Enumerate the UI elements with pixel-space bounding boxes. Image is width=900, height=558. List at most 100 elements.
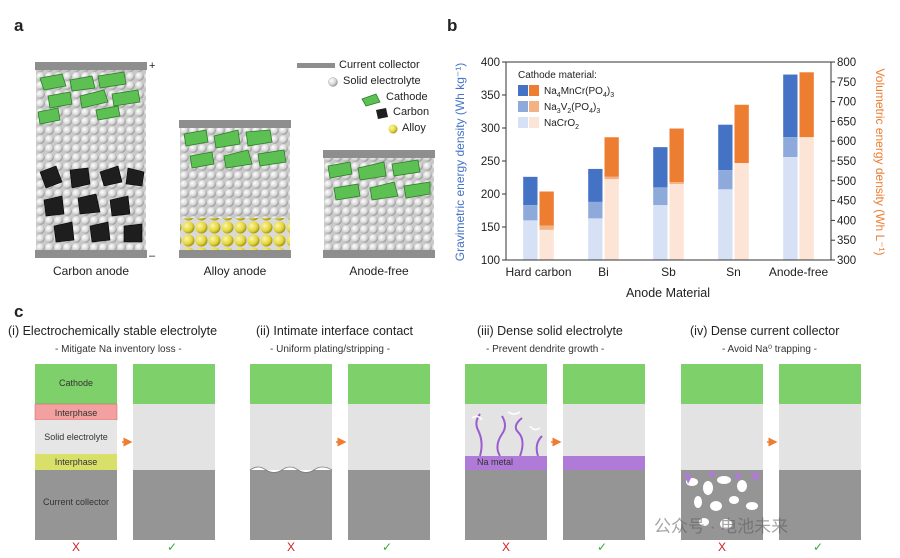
bar-grav-2-2 bbox=[653, 187, 668, 206]
bar-grav-2-0 bbox=[523, 205, 538, 221]
left-tick-label: 350 bbox=[481, 90, 500, 102]
bar-grav-2-3 bbox=[718, 170, 733, 190]
left-axis-label: Gravimetric energy density (Wh kg⁻¹) bbox=[453, 63, 467, 261]
section-4-title: (iv) Dense current collector bbox=[690, 324, 840, 338]
yellow-sphere-icon bbox=[388, 124, 398, 134]
section-3-subtitle: - Prevent dendrite growth - bbox=[486, 344, 605, 355]
section-2-title: (ii) Intimate interface contact bbox=[256, 324, 414, 338]
watermark: 公众号 · 电池未来 bbox=[654, 517, 789, 536]
section-3-good-cell bbox=[563, 364, 645, 540]
bar-grav-3-0 bbox=[523, 220, 538, 260]
section-1-good-cell bbox=[133, 364, 215, 540]
bad-mark-3: X bbox=[502, 540, 511, 554]
gray-bar-icon bbox=[297, 63, 335, 68]
carbon-anode-cell bbox=[35, 62, 147, 258]
bar-vol-3-1 bbox=[604, 179, 619, 260]
good-mark-1: ✓ bbox=[167, 540, 178, 554]
current-collector-label: Current collector bbox=[42, 497, 110, 507]
void-gaps bbox=[249, 466, 333, 473]
cathode-flakes bbox=[37, 71, 141, 125]
right-tick-label: 800 bbox=[837, 57, 856, 69]
category-label-4: Anode-free bbox=[769, 265, 829, 279]
plus-terminal-label: + bbox=[149, 60, 156, 72]
bar-vol-2-0 bbox=[539, 225, 554, 230]
porous-collector bbox=[686, 476, 758, 529]
bar-grav-3-2 bbox=[653, 205, 668, 260]
white-sphere-icon bbox=[328, 77, 338, 87]
anode-free-cell bbox=[323, 150, 435, 258]
bar-vol-1-1 bbox=[604, 137, 619, 177]
alloy-anode-cell bbox=[179, 120, 291, 258]
section-1-bad-cell bbox=[34, 364, 118, 540]
chart-bars bbox=[523, 72, 814, 260]
legend-swatch-grav-2 bbox=[518, 101, 528, 112]
bar-vol-1-0 bbox=[539, 191, 554, 226]
bar-grav-2-1 bbox=[588, 201, 603, 219]
left-tick-label: 400 bbox=[481, 57, 500, 69]
carbon-particles bbox=[39, 165, 145, 243]
right-tick-label: 750 bbox=[837, 77, 856, 89]
anode-current-collector bbox=[35, 250, 147, 258]
alloy-anode-label: Alloy anode bbox=[203, 264, 267, 278]
category-label-0: Hard carbon bbox=[505, 265, 571, 279]
section-4-good-cell bbox=[779, 364, 861, 540]
legend-cathode: Cathode bbox=[386, 91, 428, 103]
right-axis-ticks: 300 350 400 450 500 550 600 650 700 750 800 bbox=[831, 57, 856, 267]
good-mark-4: ✓ bbox=[813, 540, 824, 554]
black-particle-icon bbox=[376, 108, 388, 119]
interphase-bottom-label: Interphase bbox=[54, 457, 98, 467]
dendrites bbox=[475, 413, 543, 457]
bad-mark-4: X bbox=[718, 540, 727, 554]
left-tick-label: 250 bbox=[481, 156, 500, 168]
panel-b-letter: b bbox=[447, 16, 458, 35]
bar-grav-1-0 bbox=[523, 176, 538, 206]
bar-vol-3-4 bbox=[799, 137, 814, 260]
category-label-2: Sb bbox=[661, 265, 676, 279]
left-tick-label: 200 bbox=[481, 189, 500, 201]
bar-vol-3-3 bbox=[734, 162, 749, 260]
bar-vol-2-1 bbox=[604, 176, 619, 180]
legend-na3v2: Na3V2(PO4)3 bbox=[544, 102, 600, 115]
interphase-top-label: Interphase bbox=[54, 408, 98, 418]
cathode-current-collector bbox=[35, 62, 147, 70]
right-tick-label: 400 bbox=[837, 215, 856, 227]
bar-vol-1-2 bbox=[669, 128, 684, 182]
legend-swatch-vol-1 bbox=[529, 85, 539, 96]
left-tick-label: 300 bbox=[481, 123, 500, 135]
bar-grav-1-1 bbox=[588, 168, 603, 202]
section-2-good-cell bbox=[348, 364, 430, 540]
x-axis-label: Anode Material bbox=[626, 286, 710, 300]
right-tick-label: 350 bbox=[837, 235, 856, 247]
right-tick-label: 300 bbox=[837, 255, 856, 267]
alloy-layer bbox=[180, 218, 290, 250]
bar-grav-3-3 bbox=[718, 189, 733, 260]
bar-vol-1-3 bbox=[734, 104, 749, 163]
section-1-title: (i) Electrochemically stable electrolyte bbox=[8, 324, 218, 338]
legend-swatch-vol-3 bbox=[529, 117, 539, 128]
legend-nacro2: NaCrO2 bbox=[544, 118, 579, 131]
section-2-subtitle: - Uniform plating/stripping - bbox=[270, 344, 391, 355]
legend-solid-electrolyte: Solid electrolyte bbox=[343, 75, 421, 87]
anode-free-label: Anode-free bbox=[349, 264, 409, 278]
left-tick-label: 100 bbox=[481, 255, 500, 267]
bar-grav-1-3 bbox=[718, 124, 733, 171]
chart-legend: Cathode material: Na4MnCr(PO4)3 Na3V2(PO… bbox=[518, 70, 614, 131]
bar-grav-3-4 bbox=[783, 157, 798, 260]
bar-vol-3-0 bbox=[539, 229, 554, 260]
na-metal-label: Na metal bbox=[476, 457, 513, 467]
legend-title: Cathode material: bbox=[518, 70, 597, 81]
bar-grav-1-2 bbox=[653, 147, 668, 188]
bad-mark-2: X bbox=[287, 540, 296, 554]
cathode-layer-label: Cathode bbox=[58, 378, 94, 388]
panel-a-letter: a bbox=[14, 16, 24, 35]
bar-grav-1-4 bbox=[783, 74, 798, 138]
category-label-3: Sn bbox=[726, 265, 741, 279]
right-axis-label: Volumetric energy density (Wh L⁻¹) bbox=[873, 68, 887, 255]
left-axis-ticks: 100 150 200 250 300 350 400 bbox=[481, 57, 506, 267]
legend-swatch-grav-3 bbox=[518, 117, 528, 128]
section-3-title: (iii) Dense solid electrolyte bbox=[477, 324, 623, 338]
right-tick-label: 550 bbox=[837, 156, 856, 168]
panel-c-letter: c bbox=[14, 302, 24, 321]
solid-electrolyte-label: Solid electrolyte bbox=[44, 432, 108, 442]
bar-vol-3-2 bbox=[669, 183, 684, 260]
